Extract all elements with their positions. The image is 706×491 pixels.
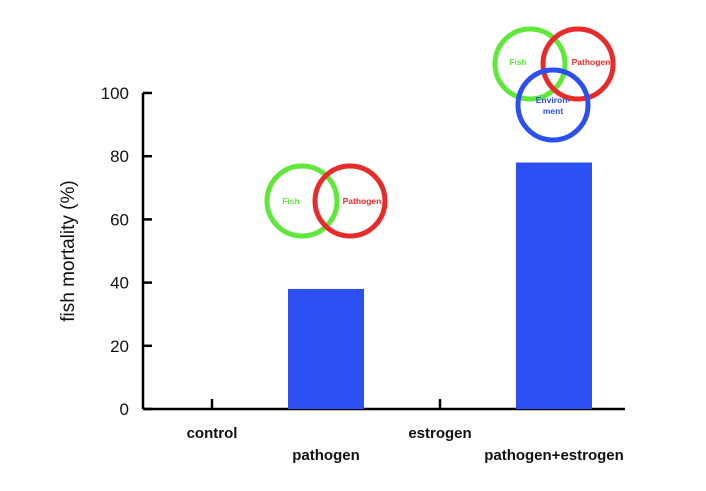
venn-label: Pathogen xyxy=(343,196,382,206)
venn-diagram: Fish Pathogen Environ-ment xyxy=(492,26,616,143)
y-tick-label: 40 xyxy=(110,274,129,293)
y-tick-label: 60 xyxy=(110,210,129,229)
venn-circle xyxy=(515,67,591,143)
annotations: Fish Pathogen Fish Pathogen Environ-ment xyxy=(264,26,616,239)
venn-circle xyxy=(264,163,340,239)
bar xyxy=(516,162,592,409)
venn-circle xyxy=(540,26,616,102)
y-tick-label: 100 xyxy=(101,84,129,103)
y-tick-label: 20 xyxy=(110,337,129,356)
x-axis: control pathogen estrogen pathogen+estrogen xyxy=(143,399,625,464)
y-axis: 0 20 40 60 80 100 xyxy=(101,84,152,419)
bars xyxy=(288,162,592,409)
x-tick-label: pathogen+estrogen xyxy=(484,447,624,464)
venn-label: Fish xyxy=(282,196,299,206)
x-tick-label: estrogen xyxy=(408,425,471,442)
venn-label: Pathogen xyxy=(572,57,611,67)
venn-label: Fish xyxy=(509,57,526,67)
x-tick-label: control xyxy=(187,425,238,442)
y-tick-label: 0 xyxy=(120,400,129,419)
x-tick-label: pathogen xyxy=(292,447,360,464)
y-tick-label: 80 xyxy=(110,147,129,166)
venn-circle xyxy=(492,26,568,102)
y-axis-label: fish mortality (%) xyxy=(58,180,79,321)
venn-circle xyxy=(312,163,388,239)
venn-diagram: Fish Pathogen xyxy=(264,163,388,239)
bar xyxy=(288,288,364,409)
venn-label: Environ-ment xyxy=(536,95,571,116)
